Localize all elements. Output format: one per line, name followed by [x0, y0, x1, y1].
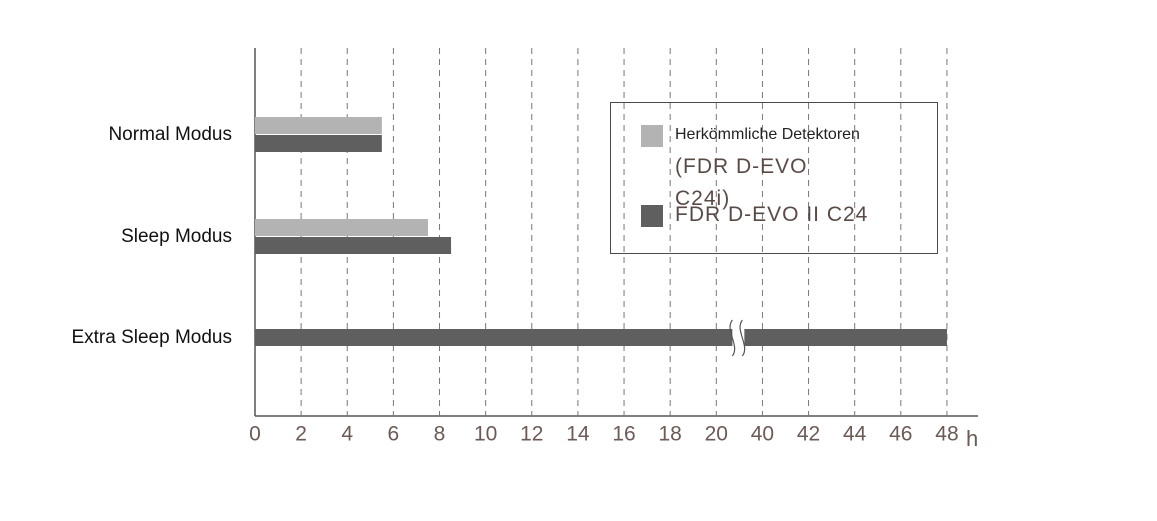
x-tick-label: 10 [474, 423, 497, 446]
legend: Herkömmliche Detektoren (FDR D-EVO C24i)… [610, 102, 938, 254]
x-tick-label: 0 [249, 423, 261, 446]
x-tick-label: 8 [434, 423, 446, 446]
legend-label: FDR D-EVO II C24 [675, 203, 869, 226]
x-tick-label: 42 [797, 423, 820, 446]
bar [255, 329, 947, 346]
x-tick-label: 40 [751, 423, 774, 446]
bar [255, 117, 382, 134]
x-tick-label: 48 [935, 423, 958, 446]
bar [255, 237, 452, 254]
legend-item: Herkömmliche Detektoren (FDR D-EVO C24i) [641, 125, 860, 215]
x-tick-label: 2 [295, 423, 307, 446]
legend-label: Herkömmliche Detektoren (FDR D-EVO C24i) [675, 126, 860, 210]
x-tick-label: 16 [612, 423, 635, 446]
legend-swatch [641, 125, 663, 147]
axis-break [729, 319, 736, 357]
y-tick-label: Sleep Modus [121, 226, 232, 247]
x-tick-label: 46 [889, 423, 912, 446]
x-tick-label: 12 [520, 423, 543, 446]
axis-break-gap [732, 320, 745, 356]
legend-swatch [641, 205, 663, 227]
x-tick-label: 14 [566, 423, 590, 446]
x-tick-label: 20 [705, 423, 728, 446]
x-axis-label: h [966, 426, 978, 451]
x-tick-label: 18 [658, 423, 681, 446]
legend-item: FDR D-EVO II C24 [641, 203, 868, 231]
bar [255, 135, 382, 152]
x-tick-label: 44 [843, 423, 867, 446]
x-tick-label: 4 [341, 423, 353, 446]
y-tick-label: Extra Sleep Modus [71, 327, 232, 348]
y-tick-label: Normal Modus [108, 124, 232, 145]
x-tick-label: 6 [388, 423, 400, 446]
axis-break [739, 319, 746, 357]
bar [255, 219, 428, 236]
